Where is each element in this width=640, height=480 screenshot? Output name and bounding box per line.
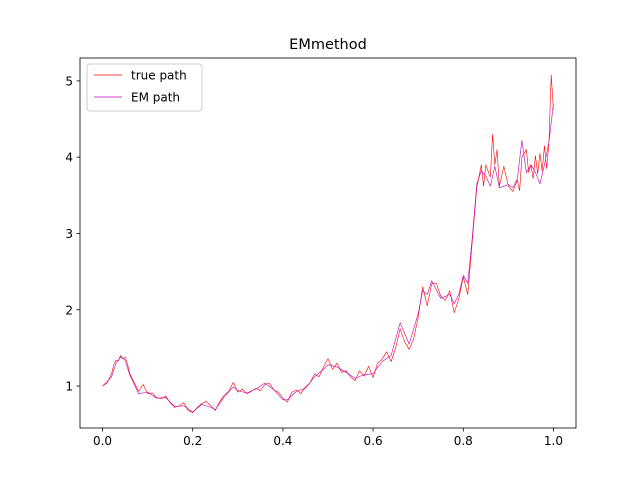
y-tick-label: 4 (65, 151, 73, 165)
series-line-true-path (102, 74, 554, 414)
legend-box (86, 63, 203, 112)
x-tick-label: 0.4 (273, 434, 292, 448)
x-tick-label: 1.0 (544, 434, 563, 448)
y-tick-label: 2 (65, 303, 73, 317)
x-axis: 0.0 0.2 0.4 0.6 0.8 1.0 (93, 428, 563, 448)
legend: true path EM path (86, 63, 203, 112)
y-tick-label: 5 (65, 74, 73, 88)
axes-frame (79, 57, 577, 429)
series-line-em-path (102, 103, 554, 413)
y-tick-label: 3 (65, 227, 73, 241)
plot-area (79, 57, 577, 429)
series-group (102, 74, 554, 414)
x-tick-label: 0.2 (183, 434, 202, 448)
y-axis: 1 2 3 4 5 (65, 74, 80, 394)
legend-label-em-path: EM path (131, 91, 180, 105)
y-tick-label: 1 (65, 380, 73, 394)
legend-label-true-path: true path (131, 69, 187, 83)
x-tick-label: 0.0 (93, 434, 112, 448)
x-tick-label: 0.8 (454, 434, 473, 448)
chart-title: EMmethod (289, 37, 367, 53)
x-tick-label: 0.6 (364, 434, 383, 448)
